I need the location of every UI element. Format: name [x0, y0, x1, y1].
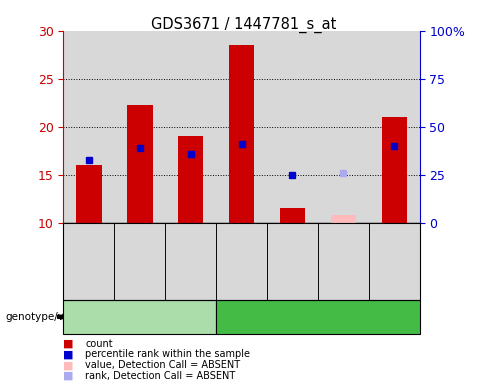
Text: GSM142367: GSM142367	[84, 234, 93, 288]
Text: ■: ■	[63, 349, 74, 359]
Bar	[76, 165, 102, 223]
Text: genotype/variation: genotype/variation	[5, 312, 104, 322]
Bar	[267, 31, 318, 223]
Bar	[318, 31, 369, 223]
Text: ■: ■	[63, 360, 74, 370]
Text: apolipoprotein E-deficient
(apoE-/-) mother: apolipoprotein E-deficient (apoE-/-) mot…	[259, 307, 377, 326]
Text: GSM142369: GSM142369	[135, 234, 144, 288]
Bar	[382, 117, 407, 223]
Text: count: count	[85, 339, 113, 349]
Bar	[229, 45, 254, 223]
Text: value, Detection Call = ABSENT: value, Detection Call = ABSENT	[85, 360, 241, 370]
Text: GSM142372: GSM142372	[237, 234, 246, 288]
Text: GDS3671 / 1447781_s_at: GDS3671 / 1447781_s_at	[151, 17, 337, 33]
Bar	[280, 208, 305, 223]
Text: GSM142380: GSM142380	[390, 234, 399, 288]
Text: rank, Detection Call = ABSENT: rank, Detection Call = ABSENT	[85, 371, 236, 381]
Bar	[216, 31, 267, 223]
Bar	[165, 31, 216, 223]
Text: GSM142376: GSM142376	[339, 234, 348, 288]
Text: ■: ■	[63, 339, 74, 349]
Text: GSM142370: GSM142370	[186, 234, 195, 288]
Bar	[369, 31, 420, 223]
Text: ■: ■	[63, 371, 74, 381]
Bar	[127, 104, 152, 223]
Bar	[331, 215, 356, 223]
Bar	[114, 31, 165, 223]
Bar	[178, 136, 203, 223]
Text: wildtype (apoE+/+) mother: wildtype (apoE+/+) mother	[77, 312, 202, 321]
Text: GSM142374: GSM142374	[288, 234, 297, 288]
Text: percentile rank within the sample: percentile rank within the sample	[85, 349, 250, 359]
Bar	[63, 31, 114, 223]
